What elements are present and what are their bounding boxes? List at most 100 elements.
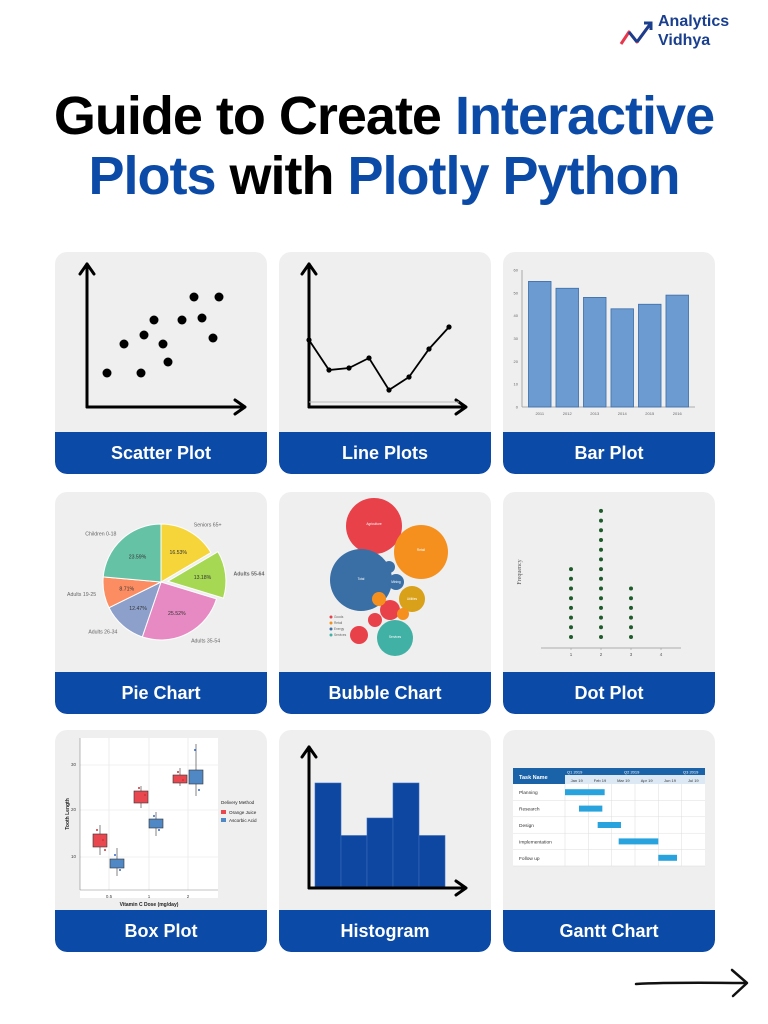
gantt-bar <box>597 822 621 828</box>
dot <box>569 605 573 610</box>
bubble <box>397 608 409 620</box>
box-xtick: 1 <box>148 894 151 899</box>
scatter-plot-illustration <box>78 262 247 416</box>
bar-plot-illustration: 0 10 20 30 40 50 60 2011 2012 2013 2014 2015 2016 <box>514 268 695 416</box>
bubble-label: Retail <box>417 548 425 552</box>
card-bar-plot[interactable]: 0 10 20 30 40 50 60 2011 2012 2013 2014 2015 2016 B… <box>503 252 715 474</box>
bar-xtick: 2011 <box>535 411 544 416</box>
pie-pct-label: 16.53% <box>169 550 187 556</box>
pie-slice-name: Seniors 65+ <box>194 523 222 529</box>
title-part-highlight: Interactive <box>454 86 715 146</box>
bubble <box>368 613 382 627</box>
box-legend-item: Ascorbic Acid <box>229 818 257 823</box>
pie-pct-label: 12.47% <box>129 606 147 612</box>
dot <box>599 528 603 533</box>
gantt-month: Jan 19 <box>571 778 584 783</box>
dot <box>599 557 603 562</box>
bar-ytick: 20 <box>514 359 519 364</box>
bar <box>583 297 607 408</box>
gantt-quarter: Q2 2019 <box>624 770 640 775</box>
page-title: Guide to Create Interactive Plots with P… <box>0 86 768 206</box>
gantt-quarter: Q3 2019 <box>683 770 699 775</box>
bar-ytick: 60 <box>514 268 519 273</box>
histogram-bar <box>314 782 342 889</box>
gantt-bar <box>579 805 603 812</box>
dot-xtick: 2 <box>600 652 603 657</box>
pie-slice-name: Adults 55-64 <box>233 571 264 577</box>
gantt-bar <box>618 838 659 845</box>
bubble-legend-item: Goods <box>334 615 344 619</box>
dot-xtick: 1 <box>570 652 573 657</box>
line-plot-illustration <box>300 262 468 416</box>
dot <box>599 538 603 542</box>
bubble <box>346 498 402 554</box>
card-scatter-plot[interactable]: Scatter Plot <box>55 252 267 474</box>
dot <box>629 635 633 639</box>
gantt-month: Mar 19 <box>617 778 630 783</box>
dot <box>599 615 603 620</box>
gantt-month: Jun 19 <box>664 778 677 783</box>
card-label: Pie Chart <box>55 672 267 714</box>
histogram-bar <box>418 835 446 889</box>
box-plot-illustration: 30 20 10 0.5 1 2 Vitamin C Dose (mg/day)… <box>65 738 257 908</box>
pie-slice-name: Adults 26-34 <box>88 630 117 636</box>
pie-pct-label: 23.59% <box>129 554 147 560</box>
card-dot-plot[interactable]: Frequency 1 2 3 4 Dot Plot <box>503 492 715 714</box>
card-line-plots[interactable]: Line Plots <box>279 252 491 474</box>
card-box-plot[interactable]: 30 20 10 0.5 1 2 Vitamin C Dose (mg/day)… <box>55 730 267 952</box>
histogram-bar <box>340 835 368 889</box>
histogram-bar <box>366 817 394 889</box>
dot <box>599 547 603 552</box>
brand-logo: Analytics Vidhya <box>618 12 758 56</box>
card-bubble-chart[interactable]: Agriculture Retail Total Mining Utilitie… <box>279 492 491 714</box>
dot <box>629 615 633 620</box>
bubble <box>388 574 404 590</box>
gantt-quarter: Q1 2019 <box>567 770 583 775</box>
bar-ytick: 30 <box>514 336 519 341</box>
dot <box>629 605 633 610</box>
bubble <box>383 561 395 573</box>
brand-name-line2: Vidhya <box>658 32 711 49</box>
box-ytick: 30 <box>71 762 77 767</box>
card-label: Line Plots <box>279 432 491 474</box>
dot-xtick: 3 <box>630 652 633 657</box>
title-part: with <box>215 146 348 206</box>
gantt-bar <box>565 789 605 796</box>
gantt-bar <box>658 854 677 861</box>
bubble <box>380 600 400 620</box>
next-arrow-icon[interactable] <box>634 964 752 1000</box>
box-ytick: 20 <box>71 807 77 812</box>
bubble <box>394 525 448 579</box>
dot <box>569 625 573 630</box>
gantt-task-name: Design <box>519 823 534 829</box>
bar-xtick: 2016 <box>673 411 683 416</box>
gantt-task-name: Research <box>519 807 540 813</box>
dot <box>599 605 603 610</box>
bar-ytick: 10 <box>514 382 519 387</box>
dot-xtick: 4 <box>660 652 663 657</box>
pie-pct-label: 25.52% <box>168 611 186 617</box>
dot <box>629 596 633 601</box>
bubble-label: Agriculture <box>366 522 381 526</box>
card-pie-chart[interactable]: 16.53% Seniors 65+ 13.18% Adults 55-64 25.52… <box>55 492 267 714</box>
dot <box>629 625 633 630</box>
card-gantt-chart[interactable]: Task Name Q1 2019 Q2 2019 Q3 2019 Jan 19… <box>503 730 715 952</box>
bar-xtick: 2015 <box>645 411 655 416</box>
pie-chart-illustration: 16.53% Seniors 65+ 13.18% Adults 55-64 25.52… <box>67 523 264 645</box>
box-xlabel: Vitamin C Dose (mg/day) <box>120 902 179 908</box>
bar <box>528 281 552 408</box>
bar-xtick: 2014 <box>618 411 628 416</box>
gantt-chart-illustration: Task Name Q1 2019 Q2 2019 Q3 2019 Jan 19… <box>513 768 705 867</box>
dot <box>599 596 603 601</box>
bar <box>665 294 689 408</box>
bar-ytick: 0 <box>516 405 519 410</box>
dot-plot-illustration: Frequency 1 2 3 4 <box>517 508 681 657</box>
title-part: Guide to Create <box>53 86 455 146</box>
gantt-header: Task Name <box>519 775 548 781</box>
card-label: Bubble Chart <box>279 672 491 714</box>
bar <box>638 303 662 408</box>
dot <box>629 586 633 591</box>
card-histogram[interactable]: Histogram <box>279 730 491 952</box>
pie-slice-name: Adults 35-54 <box>191 639 220 645</box>
analytics-vidhya-logo-icon <box>619 21 653 45</box>
